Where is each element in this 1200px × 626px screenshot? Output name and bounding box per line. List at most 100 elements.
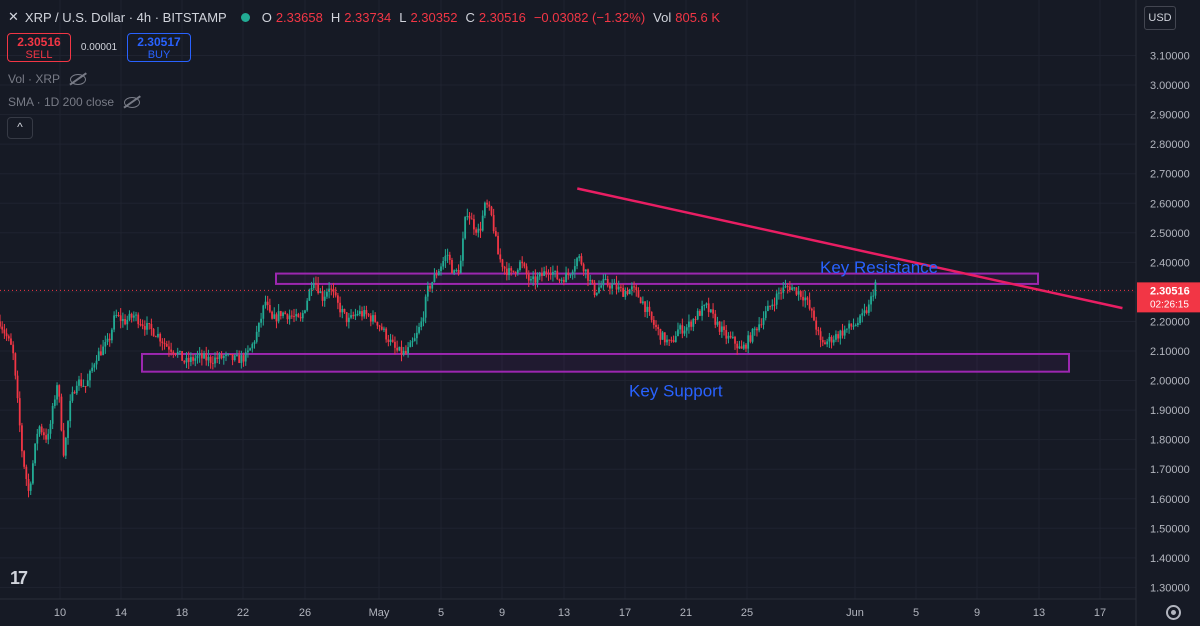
candle-body — [284, 312, 287, 315]
sell-button[interactable]: 2.30516 SELL — [7, 33, 71, 62]
candle-body — [729, 335, 732, 338]
candle-body — [690, 321, 693, 327]
candle-body — [45, 435, 47, 440]
candle-body — [32, 463, 34, 484]
indicator-sma[interactable]: SMA · 1D 200 close — [8, 95, 141, 109]
time-tick-label: 22 — [237, 607, 249, 619]
candle-body — [494, 231, 497, 236]
time-tick-label: 10 — [54, 607, 66, 619]
candle-body — [139, 324, 142, 326]
candle-body — [168, 346, 170, 350]
spread-value: 0.00001 — [80, 42, 118, 53]
collapse-indicators-button[interactable]: ^ — [7, 117, 33, 139]
candle-body — [119, 315, 122, 321]
candle-body — [95, 360, 98, 365]
candle-body — [64, 437, 67, 456]
tradingview-logo[interactable]: 17 — [10, 568, 28, 588]
candle-body — [304, 310, 306, 314]
close-label: C — [465, 9, 475, 25]
candle-body — [128, 313, 131, 320]
time-tick-label: May — [369, 607, 390, 619]
candle-body — [448, 254, 451, 260]
candle-body — [626, 291, 629, 295]
candle-body — [727, 335, 730, 339]
candle-body — [637, 290, 640, 298]
candle-body — [137, 314, 140, 325]
candle-body — [859, 315, 861, 324]
candle-body — [220, 354, 223, 359]
candle-body — [413, 338, 416, 342]
candle-body — [374, 315, 377, 322]
candle-body — [290, 315, 293, 317]
indicator-volume-label: Vol · XRP — [8, 72, 61, 86]
candle-body — [400, 346, 403, 355]
candle-body — [231, 354, 234, 361]
candle-body — [541, 273, 543, 276]
candle-body — [758, 324, 761, 331]
candle-body — [185, 357, 188, 363]
time-tick-label: 17 — [1094, 607, 1106, 619]
grid-lines — [0, 0, 1136, 599]
candle-body — [861, 313, 864, 316]
candle-body — [198, 353, 201, 356]
candle-body — [815, 320, 818, 330]
candle-body — [538, 273, 541, 277]
xrp-logo-icon[interactable]: ✕ — [8, 9, 19, 24]
candle-body — [411, 341, 414, 343]
candle-body — [75, 385, 78, 394]
candle-body — [701, 306, 703, 316]
last-price-value: 2.30516 — [1150, 285, 1190, 297]
candle-body — [747, 335, 750, 349]
candle-body — [835, 334, 837, 340]
candle-body — [850, 323, 853, 327]
candle-body — [738, 346, 741, 349]
buy-button[interactable]: 2.30517 BUY — [127, 33, 191, 62]
price-tick-label: 1.80000 — [1150, 435, 1190, 447]
hidden-eye-icon[interactable] — [70, 73, 87, 85]
candle-body — [378, 325, 381, 327]
candle-body — [104, 342, 107, 347]
candle-body — [451, 259, 453, 274]
candle-body — [530, 279, 532, 281]
settings-icon[interactable] — [1166, 605, 1181, 620]
candle-body — [150, 323, 153, 330]
candle-body — [677, 329, 679, 337]
candle-body — [49, 423, 52, 434]
candle-body — [863, 310, 866, 314]
time-tick-label: 18 — [176, 607, 188, 619]
candle-body — [110, 329, 113, 341]
candle-body — [183, 360, 186, 363]
candle-body — [817, 329, 820, 332]
time-tick-label: 13 — [558, 607, 570, 619]
candle-body — [42, 432, 45, 436]
candle-body — [200, 353, 203, 359]
candle-body — [394, 341, 396, 348]
indicator-volume[interactable]: Vol · XRP — [8, 72, 87, 86]
hidden-eye-icon[interactable] — [124, 96, 141, 108]
candle-body — [589, 279, 592, 281]
chart-header: ✕ XRP / U.S. Dollar · 4h · BITSTAMP O 2.3… — [8, 9, 724, 25]
candle-body — [365, 310, 368, 315]
candle-body — [780, 292, 782, 294]
currency-selector[interactable]: USD — [1144, 6, 1176, 30]
time-tick-label: 25 — [741, 607, 753, 619]
candle-body — [628, 289, 631, 295]
symbol-label[interactable]: XRP / U.S. Dollar · 4h · BITSTAMP — [24, 9, 227, 25]
low-label: L — [399, 9, 407, 25]
countdown-value: 02:26:15 — [1150, 299, 1189, 310]
candle-body — [602, 279, 605, 286]
candle-body — [222, 356, 225, 359]
candle-body — [323, 296, 326, 301]
candle-body — [762, 317, 765, 325]
candle-body — [525, 266, 528, 275]
candle-body — [841, 330, 844, 336]
candle-body — [782, 287, 785, 293]
buy-label: BUY — [147, 49, 171, 61]
sell-price: 2.30516 — [17, 35, 61, 49]
candle-body — [192, 357, 194, 361]
candle-body — [93, 364, 96, 368]
candle-body — [106, 338, 109, 343]
candle-body — [446, 254, 449, 256]
candle-body — [389, 339, 392, 343]
